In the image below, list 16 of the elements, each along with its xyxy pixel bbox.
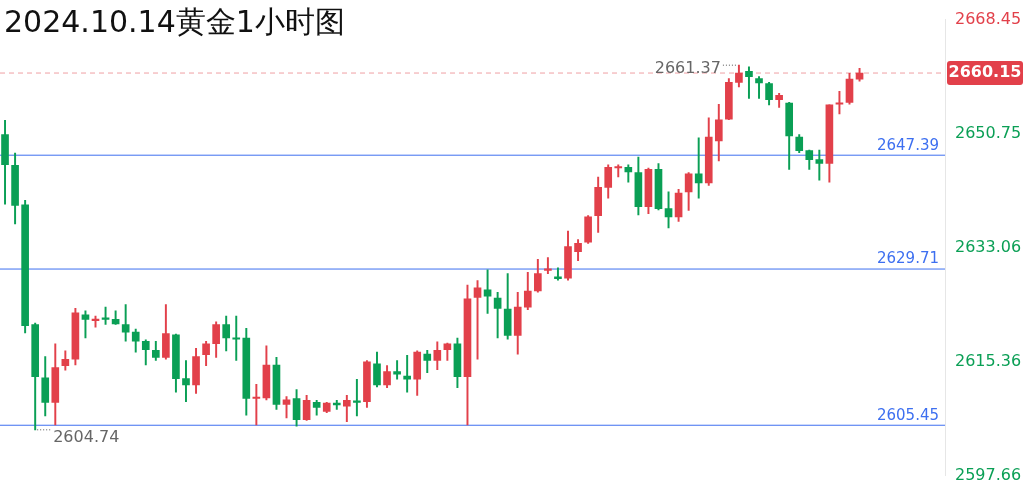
annotation: 2661.37 bbox=[654, 58, 721, 78]
ref-line-label: 2629.71 bbox=[876, 249, 939, 268]
y-tick-label: 2597.66 bbox=[955, 464, 1022, 484]
y-tick-label: 2633.06 bbox=[955, 236, 1022, 256]
candlestick bbox=[544, 257, 552, 274]
annotation: 2604.74 bbox=[53, 426, 120, 446]
chart-title: 2024.10.14黄金1小时图 bbox=[4, 3, 345, 41]
y-tick-label: 2615.36 bbox=[955, 350, 1022, 370]
y-tick-label: 2668.45 bbox=[955, 8, 1022, 28]
y-tick-label: 2650.75 bbox=[955, 122, 1022, 142]
ref-line-label: 2647.39 bbox=[876, 135, 939, 154]
candlestick bbox=[232, 315, 241, 361]
ref-line-label: 2605.45 bbox=[876, 405, 939, 424]
candlestick bbox=[353, 378, 361, 417]
candlestick bbox=[403, 355, 411, 393]
ref-line-label: 2660.15 bbox=[948, 62, 1022, 82]
